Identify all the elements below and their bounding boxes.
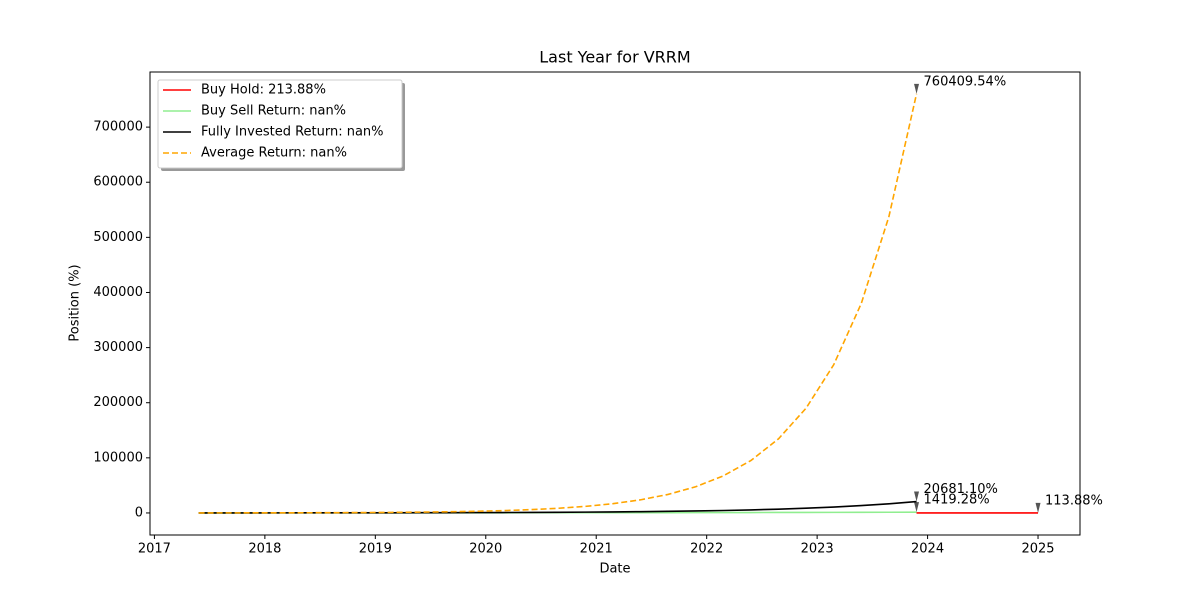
y-tick-label: 0 <box>135 505 143 520</box>
x-tick-label: 2019 <box>359 542 392 557</box>
end-label: 760409.54% <box>924 74 1007 89</box>
x-tick-label: 2023 <box>801 542 834 557</box>
x-tick-label: 2024 <box>911 542 944 557</box>
y-tick-label: 200000 <box>93 395 143 410</box>
y-axis-label: Position (%) <box>68 264 83 341</box>
chart-title: Last Year for VRRM <box>539 48 690 67</box>
legend-label: Fully Invested Return: nan% <box>201 125 384 140</box>
x-tick-label: 2018 <box>248 542 281 557</box>
y-tick-label: 100000 <box>93 450 143 465</box>
legend-label: Buy Hold: 213.88% <box>201 83 326 98</box>
x-tick-label: 2021 <box>580 542 613 557</box>
legend-label: Average Return: nan% <box>201 146 347 161</box>
y-tick-label: 700000 <box>93 120 143 135</box>
legend-label: Buy Sell Return: nan% <box>201 104 346 119</box>
x-tick-label: 2017 <box>138 542 171 557</box>
y-tick-label: 300000 <box>93 340 143 355</box>
end-label: 20681.10% <box>924 482 998 497</box>
x-axis-label: Date <box>599 562 630 577</box>
x-tick-label: 2025 <box>1021 542 1054 557</box>
y-tick-label: 500000 <box>93 230 143 245</box>
end-label: 113.88% <box>1045 493 1103 508</box>
y-tick-label: 400000 <box>93 285 143 300</box>
x-tick-label: 2020 <box>469 542 502 557</box>
y-tick-label: 600000 <box>93 175 143 190</box>
x-tick-label: 2022 <box>690 542 723 557</box>
